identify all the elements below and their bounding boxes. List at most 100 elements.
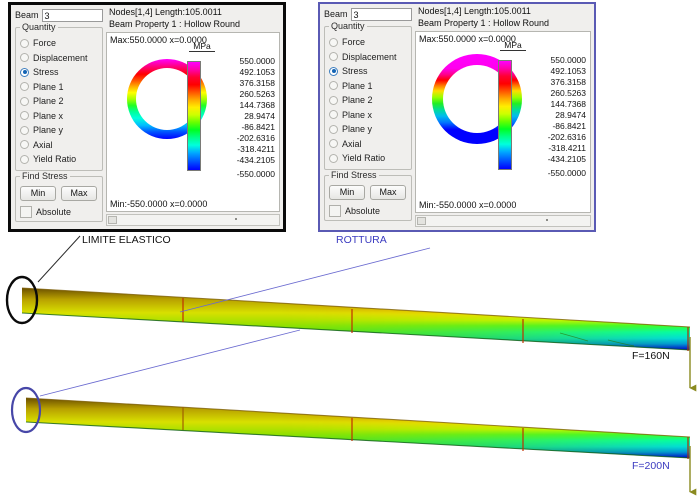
radio-icon (329, 81, 338, 91)
nodes-length-text: Nodes[1,4] Length:105.0011 (109, 7, 222, 17)
radio-icon (20, 125, 29, 135)
radio-icon (329, 124, 338, 134)
panel-limite-elastico[interactable]: Beam 3 Quantity Force Displacement Stres… (8, 2, 286, 232)
panel-right-column: Nodes[1,4] Length:105.0011 Beam Property… (415, 6, 591, 227)
leader-line-rupture-lower (39, 329, 301, 397)
radio-icon-selected (20, 67, 29, 77)
leader-line-elastic (37, 235, 81, 283)
radio-displacement[interactable]: Displacement (329, 50, 409, 65)
scrollbar-thumb[interactable] (417, 217, 426, 225)
plot-scrollbar[interactable] (106, 214, 280, 226)
color-legend: MPa 550.0000 492.1053 376.3158 260.5263 … (183, 41, 275, 179)
min-value-text: Min:-550.0000 x=0.0000 (419, 200, 517, 210)
radio-icon (20, 53, 29, 63)
tick-value: 550.0000 (239, 56, 275, 66)
tick-value: -86.8421 (552, 121, 586, 131)
radio-axial[interactable]: Axial (329, 137, 409, 152)
tick-value: 492.1053 (550, 66, 586, 76)
radio-label: Stress (342, 66, 368, 77)
absolute-checkbox-row[interactable]: Absolute (20, 205, 100, 218)
checkbox-icon[interactable] (329, 204, 341, 217)
unit-label: MPa (500, 40, 526, 51)
radio-plane-1[interactable]: Plane 1 (329, 79, 409, 94)
colorbar (187, 61, 201, 171)
radio-icon (20, 140, 29, 150)
colorbar-ticks: 550.0000 492.1053 376.3158 260.5263 144.… (207, 56, 275, 179)
radio-stress[interactable]: Stress (329, 64, 409, 79)
tick-value: -202.6316 (236, 133, 275, 143)
radio-axial[interactable]: Axial (20, 138, 100, 153)
radio-icon-selected (329, 66, 338, 76)
tick-value: 144.7368 (239, 100, 275, 110)
beam-property-text: Beam Property 1 : Hollow Round (109, 18, 241, 29)
panel-body: Beam 3 Quantity Force Displacement Stres… (320, 4, 594, 230)
radio-label: Yield Ratio (342, 153, 386, 164)
radio-label: Plane 2 (33, 96, 64, 107)
radio-plane-2[interactable]: Plane 2 (329, 93, 409, 108)
radio-icon (329, 139, 338, 149)
tick-value: 144.7368 (550, 99, 586, 109)
radio-label: Stress (33, 67, 59, 78)
tick-value: 376.3158 (550, 77, 586, 87)
colorbar-wrap: 550.0000 492.1053 376.3158 260.5263 144.… (183, 56, 275, 179)
min-button[interactable]: Min (329, 184, 365, 200)
marker-ellipse-black (5, 275, 39, 325)
cross-section-plot[interactable]: Max:550.0000 x=0.0000 Min:-550.0000 x=0.… (106, 32, 280, 212)
leader-line-rupture-upper (179, 247, 431, 313)
radio-plane-x[interactable]: Plane x (329, 108, 409, 123)
beam-row: Beam 3 (324, 7, 412, 22)
tick-value: 28.9474 (244, 111, 275, 121)
find-buttons: Min Max (20, 185, 100, 201)
beam-bottom-graphic (10, 386, 697, 496)
panel-rottura[interactable]: Beam 3 Quantity Force Displacement Stres… (318, 2, 596, 232)
marker-ellipse-blue (10, 386, 42, 434)
find-stress-group: Find Stress Min Max Absolute (324, 169, 412, 221)
tick-value: 28.9474 (555, 110, 586, 120)
radio-icon (20, 111, 29, 121)
radio-plane-y[interactable]: Plane y (329, 122, 409, 137)
radio-label: Plane 2 (342, 95, 373, 106)
max-button[interactable]: Max (370, 184, 406, 200)
radio-label: Displacement (342, 51, 397, 62)
radio-force[interactable]: Force (20, 36, 100, 51)
radio-yield-ratio[interactable]: Yield Ratio (20, 152, 100, 167)
tick-value: 260.5263 (239, 89, 275, 99)
tick-value: -550.0000 (547, 168, 586, 178)
find-stress-legend: Find Stress (20, 170, 70, 181)
radio-label: Plane y (342, 124, 373, 135)
panel-body: Beam 3 Quantity Force Displacement Stres… (11, 5, 283, 229)
colorbar-ticks: 550.0000 492.1053 376.3158 260.5263 144.… (518, 55, 586, 178)
radio-plane-2[interactable]: Plane 2 (20, 94, 100, 109)
force-label-bottom: F=200N (632, 460, 670, 472)
min-button[interactable]: Min (20, 185, 56, 201)
radio-force[interactable]: Force (329, 35, 409, 50)
radio-yield-ratio[interactable]: Yield Ratio (329, 151, 409, 166)
plot-scrollbar[interactable] (415, 215, 591, 227)
beam-input[interactable]: 3 (350, 8, 412, 21)
beam-input[interactable]: 3 (41, 9, 103, 22)
radio-plane-y[interactable]: Plane y (20, 123, 100, 138)
tick-value: 260.5263 (550, 88, 586, 98)
radio-plane-1[interactable]: Plane 1 (20, 80, 100, 95)
beam-property-text: Beam Property 1 : Hollow Round (418, 17, 550, 28)
radio-icon (329, 95, 338, 105)
unit-label: MPa (189, 41, 215, 52)
radio-stress[interactable]: Stress (20, 65, 100, 80)
radio-icon (329, 110, 338, 120)
absolute-label: Absolute (345, 205, 381, 216)
checkbox-icon[interactable] (20, 205, 32, 218)
scrollbar-thumb[interactable] (108, 216, 117, 224)
quantity-legend: Quantity (20, 22, 58, 32)
radio-displacement[interactable]: Displacement (20, 51, 100, 66)
radio-label: Plane x (342, 109, 373, 120)
radio-label: Force (33, 38, 57, 49)
tick-value: -550.0000 (236, 169, 275, 179)
cross-section-plot[interactable]: Max:550.0000 x=0.0000 Min:-550.0000 x=0.… (415, 31, 591, 213)
tick-value: 550.0000 (550, 55, 586, 65)
absolute-checkbox-row[interactable]: Absolute (329, 204, 409, 217)
radio-label: Plane 1 (33, 81, 64, 92)
colorbar (498, 60, 512, 170)
radio-plane-x[interactable]: Plane x (20, 109, 100, 124)
radio-icon (20, 96, 29, 106)
max-button[interactable]: Max (61, 185, 97, 201)
